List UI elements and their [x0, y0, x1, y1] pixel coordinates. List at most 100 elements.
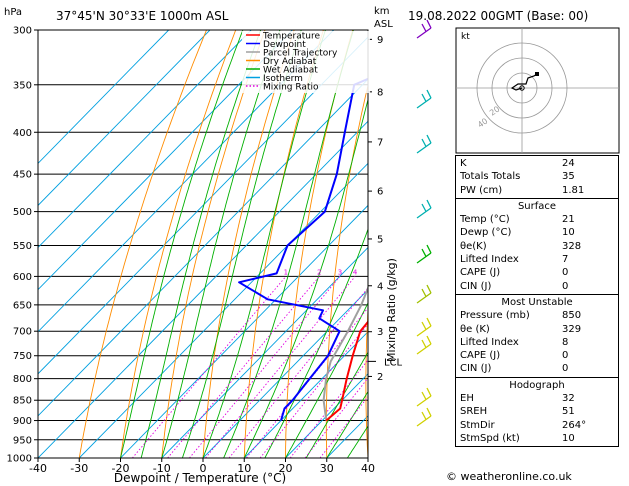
wet-adiabat-line [285, 301, 368, 458]
wet-adiabat-line [181, 30, 302, 458]
asl-unit-label: ASL [374, 19, 393, 30]
surface-value: 0 [562, 267, 569, 279]
wet-adiabat-line [120, 30, 244, 458]
axes: 3003504004505005506006507007508008509009… [7, 26, 403, 476]
temperature-tick-label: -20 [112, 462, 130, 475]
index-label: Totals Totals [460, 171, 521, 183]
wind-barb-flag [426, 284, 432, 294]
hodograph-stat-value: 51 [562, 406, 575, 418]
mixing-ratio-label: 16 [430, 268, 439, 276]
wind-barb [416, 27, 432, 39]
hodograph-stats-title: Hodograph [509, 379, 565, 391]
indices-box: K 24 Totals Totals 35 PW (cm) 1.81 [455, 155, 619, 199]
pressure-tick-label: 550 [13, 241, 32, 252]
lcl-label: LCL [384, 357, 403, 368]
temperature-tick-label: 40 [361, 462, 375, 475]
hodograph-stat-label: SREH [460, 406, 488, 418]
temperature-tick-label: 20 [279, 462, 293, 475]
mixing-ratio-label: 2 [317, 268, 321, 276]
surface-label: Lifted Index [460, 254, 519, 266]
wind-barb [416, 142, 432, 154]
temperature-tick-label: 10 [237, 462, 251, 475]
pressure-tick-label: 950 [13, 435, 32, 446]
wet-adiabat-line [140, 30, 262, 458]
wind-barbs [416, 19, 432, 427]
x-axis-label: Dewpoint / Temperature (°C) [114, 471, 286, 485]
hodograph-frame [455, 27, 620, 154]
dry-adiabat-line [120, 30, 237, 458]
wind-barb [416, 207, 432, 219]
hodograph-stat-value: 10 [562, 432, 575, 444]
legend-label: Temperature [262, 31, 320, 41]
most-unstable-label: CIN (J) [460, 363, 492, 375]
dry-adiabat-line [161, 30, 266, 458]
index-value: 24 [562, 158, 575, 169]
temperature-tick-label: -30 [70, 462, 88, 475]
index-row: PW (cm) 1.81 [460, 184, 614, 197]
mixing-ratio-line [189, 276, 341, 458]
legend-label: Isotherm [263, 74, 303, 84]
dry-adiabat-line [78, 30, 207, 458]
km-tick-label: 2 [377, 372, 383, 383]
parcel-trajectory-line [322, 285, 368, 421]
hodograph-stat-label: StmSpd (kt) [460, 432, 520, 444]
isotherm-line [38, 30, 170, 165]
surface-row: Dewp (°C) 10 [460, 226, 614, 239]
most-unstable-label: Pressure (mb) [460, 310, 530, 322]
isotherm-line [38, 36, 368, 375]
wind-barb-flag [421, 93, 427, 102]
indices-panel: K 24 Totals Totals 35 PW (cm) 1.81 Surface Te… [455, 155, 619, 448]
hpa-unit-label: hPa [4, 7, 22, 18]
dry-adiabat-line [202, 30, 295, 458]
km-tick-label: 8 [377, 87, 383, 98]
wind-barb-flag [421, 339, 427, 348]
pressure-tick-label: 750 [13, 351, 32, 362]
pressure-tick-label: 900 [13, 416, 32, 427]
isotherm-line [202, 288, 368, 458]
legend-label: Parcel Trajectory [263, 48, 338, 58]
mixing-ratio-label: 1 [284, 268, 288, 276]
temperature-tick-label: -40 [29, 462, 47, 475]
wind-barb-flag [426, 317, 432, 327]
isotherm-line [120, 204, 368, 458]
surface-row: Lifted Index 7 [460, 253, 614, 266]
wet-adiabat-line [305, 351, 368, 458]
most-unstable-row: CAPE (J) 0 [460, 349, 614, 362]
index-label: PW (cm) [460, 184, 503, 196]
hodograph-stats-box: Hodograph EH 32 SREH 51 StmDir 264° StmSpd (kt… [455, 377, 619, 448]
km-tick-label: 9 [377, 35, 383, 46]
wind-barb-flag [421, 203, 427, 212]
hodograph-trace [510, 73, 538, 91]
legend-label: Mixing Ratio [263, 82, 319, 92]
mixing-ratio-label: 6 [375, 268, 380, 276]
location-title: 37°45'N 30°33'E 1000m ASL [56, 9, 229, 23]
most-unstable-label: Lifted Index [460, 336, 519, 348]
temperature-tick-label: 30 [320, 462, 334, 475]
wind-barb-flag [421, 391, 427, 400]
km-tick-label: 6 [377, 187, 383, 198]
most-unstable-label: CAPE (J) [460, 350, 501, 362]
background-lines: 1 2 3 4 6 8 10 16 20 2 5 [38, 30, 453, 458]
index-value: 1.81 [562, 184, 585, 196]
isotherm-line [38, 120, 368, 458]
pressure-tick-label: 400 [13, 128, 32, 139]
most-unstable-row: Lifted Index 8 [460, 336, 614, 349]
surface-label: Temp (°C) [460, 214, 510, 226]
wind-barb-flag [426, 407, 432, 417]
surface-label: Dewp (°C) [460, 227, 512, 239]
isotherm-line [38, 30, 335, 333]
pressure-tick-label: 600 [13, 272, 32, 283]
index-row: K 24 [460, 157, 614, 170]
mixing-ratio-line [228, 287, 368, 458]
wind-barb-flag [421, 321, 427, 330]
plot-frame [37, 29, 369, 459]
mixing-ratio-label: 20 [444, 268, 453, 276]
pressure-tick-label: 1000 [7, 454, 32, 465]
mixing-ratio-line [259, 323, 368, 458]
hodograph-stat-label: EH [460, 393, 474, 405]
wind-barb-flag [426, 387, 432, 397]
legend-label: Dry Adiabat [263, 57, 317, 67]
wind-barb-flag [421, 138, 427, 147]
